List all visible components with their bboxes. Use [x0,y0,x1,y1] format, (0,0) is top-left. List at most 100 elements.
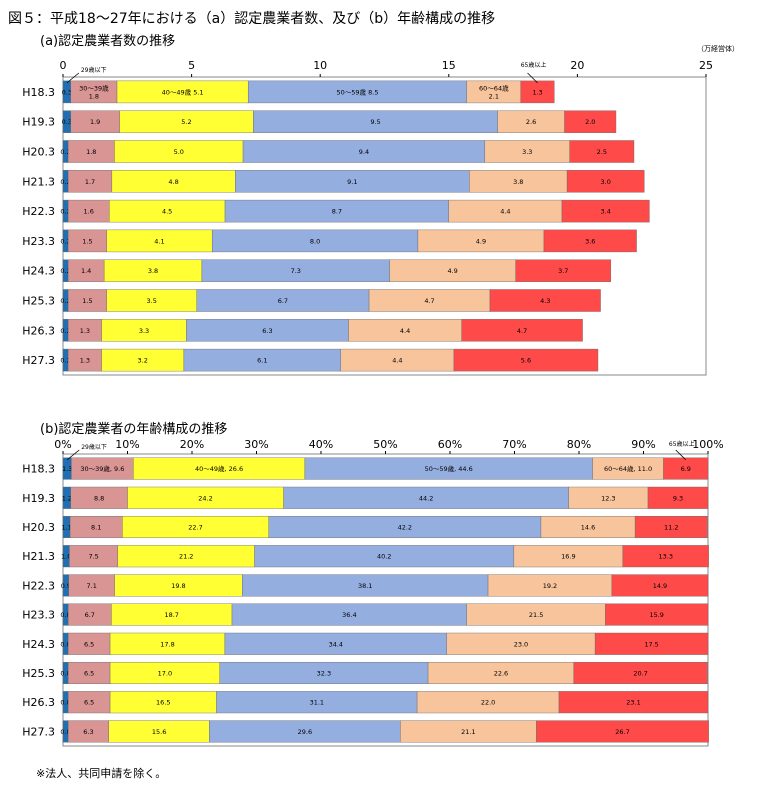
a-annotation-65plus-leader [527,72,538,84]
b-data-label-h19-3-s3: 44.2 [419,494,433,502]
a-category-label: H24.3 [22,265,55,278]
a-data-label-h26-3-s2: 3.3 [139,327,149,335]
a-data-label-h21-3-s4: 3.8 [513,178,523,186]
a-data-label-h27-3-s0: 0.2 [60,357,70,365]
b-data-label-h18-3-s2: 40～49歳, 26.6 [195,464,243,473]
b-data-label-h26-3-s3: 31.1 [310,699,324,707]
a-data-label-h20-3-s0: 0.2 [60,148,70,156]
b-data-label-h18-3-s0: 1.3 [62,465,72,473]
a-x-tick-label: 0 [60,59,67,72]
b-data-label-h20-3-s5: 11.2 [664,524,678,532]
a-data-label-h21-3-s1: 1.7 [85,178,95,186]
a-data-label-h27-3-s5: 5.6 [521,357,531,365]
b-bar-h24-3-s5 [594,632,709,655]
b-data-label-h26-3-s4: 22.0 [481,699,495,707]
b-bar-h23-3-s5 [605,603,709,626]
b-category-label: H19.3 [22,492,55,505]
b-bar-h22-3-s5 [611,574,709,597]
b-data-label-h22-3-s3: 38.1 [358,582,372,590]
a-category-label: H21.3 [22,175,55,188]
a-data-label-h22-3-s3: 8.7 [332,208,342,216]
b-data-label-h26-3-s2: 16.5 [156,699,170,707]
a-data-label-h19-3-s4: 2.6 [526,118,536,126]
b-data-label-h20-3-s2: 22.7 [188,524,202,532]
a-annotation-65plus: 65歳以上 [521,61,547,69]
b-data-label-h21-3-s2: 21.2 [179,553,193,561]
b-data-label-h23-3-s0: 0.8 [60,611,70,619]
figure-title: 図５：平成18～27年における（a）認定農業者数、及び（b）年齢構成の推移 [8,11,496,27]
b-data-label-h22-3-s2: 19.8 [171,582,185,590]
a-category-label: H23.3 [22,235,55,248]
a-bar-h25-3-s5 [489,289,601,312]
b-data-label-h27-3-s0: 0.8 [60,728,70,736]
b-data-label-h27-3-s5: 26.7 [615,728,629,736]
b-data-label-h20-3-s0: 1.1 [61,524,71,532]
chart-b-age-composition: 0% 10% 20% 30% 40% 50% 60% 70% 80% 90% 100% H18.3 1.… [22,438,724,747]
b-data-label-h18-3-s1: 30～39歳, 9.6 [80,464,124,473]
chart-a-unit: （万経営体） [697,45,739,53]
a-data-label-h25-3-s3: 6.7 [278,297,288,305]
b-data-label-h21-3-s5: 13.3 [659,553,673,561]
a-category-label: H26.3 [22,324,55,337]
b-data-label-h25-3-s3: 32.3 [317,670,331,678]
b-data-label-h26-3-s1: 6.5 [84,699,94,707]
b-x-tick-label: 90% [631,438,655,451]
b-data-label-h19-3-s1: 8.8 [94,494,104,502]
a-plot-frame [62,76,707,376]
b-x-tick-label: 50% [373,438,397,451]
a-data-label-h25-3-s1: 1.5 [82,297,92,305]
a-bar-h21-3-s5 [566,170,645,193]
a-bar-h23-3-s5 [543,229,637,253]
b-category-label: H25.3 [22,667,55,680]
a-data-label-h19-3-s0: 0.3 [62,118,72,126]
a-x-tick-label: 15 [442,59,456,72]
a-data-label-h19-3-s2: 5.2 [181,118,191,126]
a-data-label-h18-3-s4: 2.1 [489,92,499,100]
b-data-label-h18-3-s3: 50～59歳, 44.6 [425,464,473,473]
a-data-label-h21-3-s0: 0.2 [60,178,70,186]
a-category-label: H19.3 [22,116,55,129]
a-data-label-h27-3-s3: 6.1 [257,357,267,365]
b-data-label-h24-3-s4: 23.0 [514,640,528,648]
b-bar-h26-3-s5 [558,691,709,714]
b-x-tick-label: 40% [309,438,333,451]
b-data-label-h24-3-s5: 17.5 [644,640,658,648]
a-data-label-h21-3-s5: 3.0 [601,178,611,186]
b-x-tick-label: 70% [502,438,526,451]
b-data-label-h18-3-s4: 60～64歳, 11.0 [604,464,652,473]
b-annotation-65plus-leader [675,449,687,461]
b-x-tick-label: 10% [115,438,139,451]
a-bar-h27-3-s5 [453,348,599,372]
b-data-label-h25-3-s0: 0.8 [60,670,70,678]
a-data-label-h25-3-s2: 3.5 [147,297,157,305]
b-x-tick-label: 100% [692,438,723,451]
a-data-label-h19-3-s3: 9.5 [370,118,380,126]
a-category-label: H25.3 [22,295,55,308]
b-data-label-h24-3-s2: 17.8 [160,640,174,648]
a-data-label-h24-3-s2: 3.8 [148,267,158,275]
chart-a-title: (a)認定農業者数の推移 [40,34,176,49]
b-data-label-h20-3-s3: 42.2 [398,524,412,532]
a-data-label-h20-3-s3: 9.4 [359,148,369,156]
a-data-label-h22-3-s1: 1.6 [84,208,94,216]
b-category-label: H26.3 [22,696,55,709]
a-data-label-h24-3-s0: 0.2 [60,267,70,275]
b-data-label-h26-3-s0: 0.8 [60,699,70,707]
a-data-label-h24-3-s3: 7.3 [291,267,301,275]
b-x-tick-label: 30% [244,438,268,451]
b-data-label-h23-3-s4: 21.5 [529,611,543,619]
a-data-label-h26-3-s3: 6.3 [262,327,272,335]
b-data-label-h19-3-s2: 24.2 [198,494,212,502]
a-x-tick-label: 20 [570,59,584,72]
a-data-label-h25-3-s5: 4.3 [540,297,550,305]
b-data-label-h21-3-s0: 1.0 [61,553,71,561]
a-data-label-h21-3-s3: 9.1 [347,178,357,186]
a-bar-h26-3-s5 [461,319,583,342]
b-category-label: H27.3 [22,725,55,738]
b-category-label: H23.3 [22,609,55,622]
b-bar-h21-3-s5 [622,545,709,568]
b-data-label-h24-3-s3: 34.4 [329,640,343,648]
a-data-label-h19-3-s5: 2.0 [585,118,595,126]
b-annotation-le29: 29歳以下 [81,443,107,451]
